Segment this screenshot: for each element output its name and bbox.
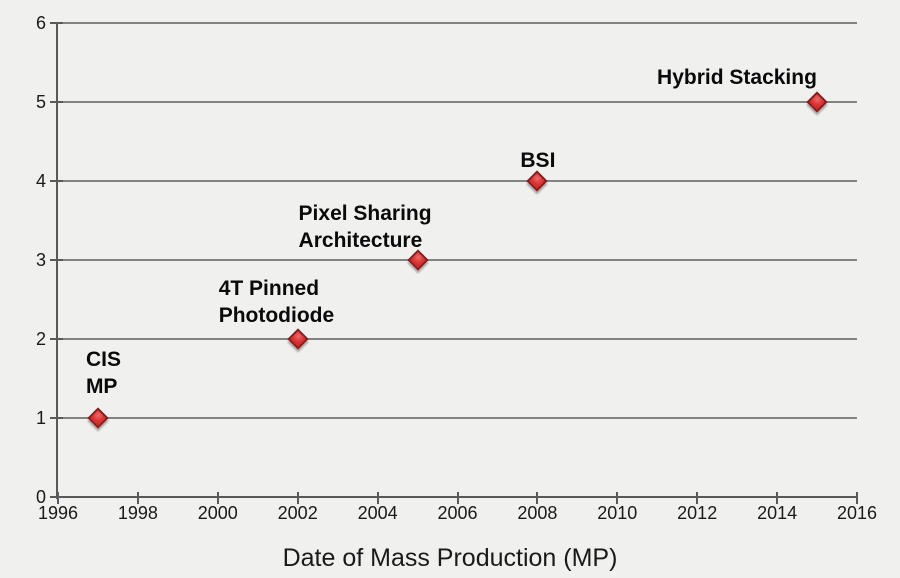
x-tick-label: 2004 [357, 503, 398, 523]
h-gridline [58, 101, 857, 103]
x-tick-mark [616, 492, 619, 504]
x-tick-mark [536, 492, 539, 504]
y-tick-mark [50, 22, 63, 24]
x-tick-mark [776, 492, 779, 504]
x-tick-label: 2008 [517, 503, 558, 523]
x-tick-label: 1996 [37, 503, 79, 523]
data-point-label: BSI [520, 149, 556, 172]
y-tick-label: 3 [35, 250, 46, 270]
x-tick-label: 2000 [197, 503, 238, 523]
data-point-label: Hybrid Stacking [657, 66, 817, 89]
x-tick-mark [696, 492, 699, 504]
x-tick-mark [856, 492, 858, 504]
y-tick-mark [50, 338, 63, 340]
y-tick-label: 6 [35, 13, 46, 33]
y-axis-line [56, 23, 58, 499]
y-tick-mark [50, 496, 63, 498]
x-tick-mark [376, 492, 379, 504]
x-tick-label: 2012 [677, 503, 718, 523]
y-tick-label: 1 [35, 408, 46, 428]
data-point-label: 4T Pinned Photodiode [218, 277, 335, 327]
y-tick-mark [50, 259, 63, 261]
x-tick-label: 1998 [117, 503, 158, 523]
x-tick-mark [456, 492, 459, 504]
x-tick-label: 2010 [597, 503, 638, 523]
x-tick-label: 2016 [836, 503, 878, 523]
data-point-diamond [806, 91, 828, 113]
x-axis-title: Date of Mass Production (MP) [282, 544, 618, 572]
x-tick-mark [57, 492, 59, 504]
y-tick-mark [50, 417, 63, 419]
data-point-diamond [87, 407, 109, 429]
data-point-diamond [287, 328, 309, 350]
y-tick-label: 5 [35, 92, 46, 112]
x-tick-label: 2006 [437, 503, 478, 523]
y-tick-label: 0 [35, 487, 46, 507]
h-gridline [58, 259, 857, 261]
x-tick-mark [296, 492, 299, 504]
h-gridline [58, 338, 857, 340]
y-tick-mark [50, 180, 63, 182]
y-tick-label: 2 [35, 329, 46, 349]
y-tick-label: 4 [35, 171, 46, 191]
data-point-label: CIS MP [85, 348, 121, 398]
x-tick-mark [136, 492, 139, 504]
h-gridline [58, 417, 857, 419]
x-tick-mark [216, 492, 219, 504]
x-tick-label: 2002 [277, 503, 318, 523]
y-tick-mark [50, 101, 63, 103]
h-gridline [58, 22, 857, 24]
data-point-label: Pixel Sharing Architecture [298, 202, 432, 252]
x-tick-label: 2014 [757, 503, 798, 523]
h-gridline [58, 180, 857, 182]
